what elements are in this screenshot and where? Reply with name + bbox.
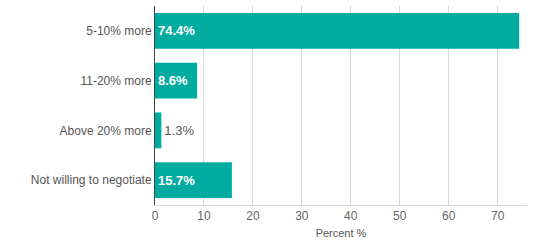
svg-text:15.7%: 15.7%	[158, 173, 195, 188]
svg-text:70: 70	[491, 209, 505, 223]
svg-text:30: 30	[295, 209, 309, 223]
svg-text:1.3%: 1.3%	[164, 123, 194, 138]
svg-text:Percent %: Percent %	[316, 227, 367, 239]
svg-text:Not willing to negotiate: Not willing to negotiate	[31, 173, 152, 187]
svg-text:11-20% more: 11-20% more	[80, 74, 151, 88]
svg-text:8.6%: 8.6%	[158, 73, 188, 88]
svg-text:74.4%: 74.4%	[158, 23, 195, 38]
svg-text:50: 50	[393, 209, 407, 223]
svg-text:20: 20	[246, 209, 260, 223]
svg-text:40: 40	[344, 209, 358, 223]
svg-text:10: 10	[197, 209, 211, 223]
svg-text:0: 0	[152, 209, 159, 223]
svg-text:Above 20% more: Above 20% more	[60, 124, 152, 138]
svg-text:60: 60	[442, 209, 456, 223]
svg-text:5-10% more: 5-10% more	[86, 24, 152, 38]
